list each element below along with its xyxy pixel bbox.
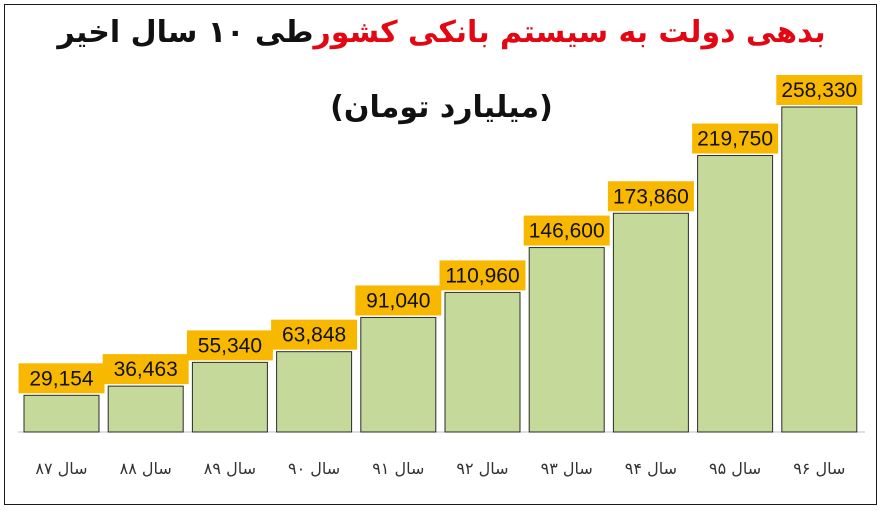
value-label-1: 29,154: [29, 367, 94, 390]
bar-10: [781, 106, 858, 433]
bar-5: [360, 316, 437, 433]
chart-title-red-part: بدهی دولت به سیستم بانکی کشور: [313, 15, 826, 50]
value-label-5: 91,040: [366, 289, 430, 312]
bar-2: [107, 385, 184, 433]
value-label-bg-6: [439, 260, 526, 291]
category-label-6: سال ۹۲: [456, 459, 508, 478]
chart-subtitle: (میلیارد تومان): [330, 90, 553, 125]
category-label-5: سال ۹۱: [372, 459, 424, 478]
category-label-9: سال ۹۵: [709, 459, 761, 478]
value-label-bg-10: [776, 75, 863, 105]
value-label-bg-3: [186, 330, 273, 361]
value-label-3: 55,340: [198, 334, 262, 357]
value-label-bg-4: [271, 319, 358, 350]
category-label-3: سال ۸۹: [204, 459, 256, 478]
value-label-bg-2: [102, 354, 189, 385]
value-label-bg-9: [692, 123, 779, 154]
value-label-9: 219,750: [697, 128, 773, 151]
category-label-4: سال ۹۰: [288, 459, 340, 478]
category-label-10: سال ۹۶: [793, 459, 845, 478]
value-label-10: 258,330: [781, 79, 857, 102]
category-label-7: سال ۹۳: [541, 459, 593, 478]
category-label-8: سال ۹۴: [625, 459, 677, 478]
bar-4: [276, 351, 353, 433]
bar-6: [444, 291, 521, 433]
value-label-bg-1: [18, 363, 105, 394]
value-label-bg-7: [523, 215, 610, 246]
value-label-bg-5: [355, 285, 442, 316]
value-label-8: 173,860: [613, 185, 689, 208]
bar-1: [23, 394, 100, 433]
value-label-bg-8: [607, 181, 694, 212]
chart-title: بدهی دولت به سیستم بانکی کشورطی ۱۰ سال ا…: [0, 14, 883, 52]
value-label-2: 36,463: [114, 358, 178, 381]
bar-7: [528, 247, 605, 433]
category-label-2: سال ۸۸: [120, 459, 172, 478]
category-label-1: سال ۸۷: [35, 459, 87, 478]
bar-8: [612, 212, 689, 433]
value-label-4: 63,848: [282, 324, 346, 347]
bar-3: [191, 361, 268, 433]
bar-9: [697, 155, 774, 433]
chart-title-black-part: طی ۱۰ سال اخیر: [57, 15, 314, 50]
value-label-7: 146,600: [529, 220, 605, 243]
value-label-6: 110,960: [445, 264, 519, 287]
